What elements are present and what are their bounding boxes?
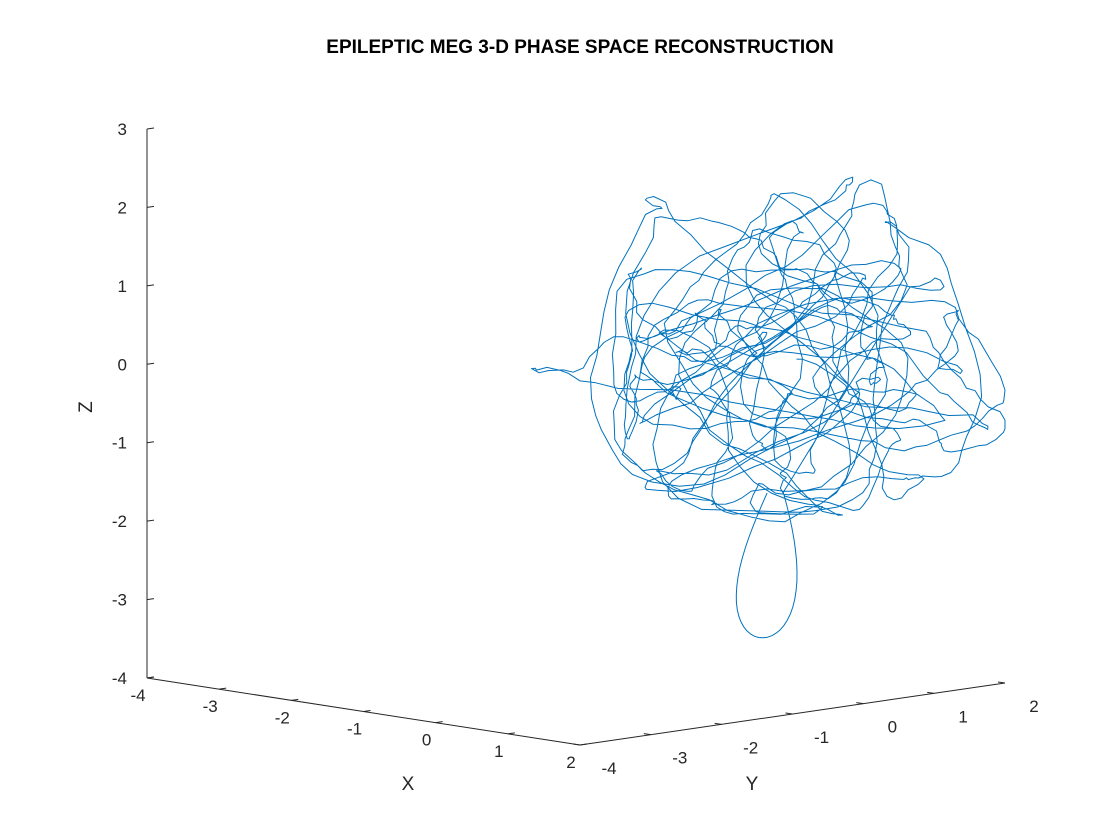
z-tick-label: 2 xyxy=(118,198,127,217)
y-tick-label: -4 xyxy=(601,759,616,778)
y-axis-label: Y xyxy=(746,774,759,795)
y-tick-label: -1 xyxy=(814,728,829,747)
z-tick-mark xyxy=(146,598,155,601)
z-tick-mark xyxy=(146,284,155,287)
y-tick-mark xyxy=(997,681,1006,684)
y-tick-mark xyxy=(714,722,722,725)
z-tick-label: -4 xyxy=(112,669,127,688)
x-axis-label: X xyxy=(402,774,415,795)
y-tick-mark xyxy=(856,702,864,705)
y-tick-label: 1 xyxy=(958,707,967,726)
z-tick-label: -3 xyxy=(112,591,127,610)
y-tick-mark xyxy=(927,691,935,694)
x-tick-mark xyxy=(291,698,299,701)
x-tick-label: 1 xyxy=(494,742,503,761)
z-tick-label: 3 xyxy=(118,120,127,139)
z-tick-mark xyxy=(146,205,155,208)
y-tick-mark xyxy=(785,712,793,715)
x-tick-mark xyxy=(363,710,371,712)
z-tick-mark xyxy=(146,519,155,522)
z-axis-label: Z xyxy=(76,401,97,413)
y-tick-label: -2 xyxy=(743,738,758,757)
z-tick-mark xyxy=(146,362,155,365)
x-tick-label: -4 xyxy=(130,686,145,705)
y-tick-mark xyxy=(572,743,581,746)
z-tick-label: 0 xyxy=(118,355,127,374)
z-tick-label: 1 xyxy=(118,277,127,296)
z-tick-mark xyxy=(146,676,155,679)
trajectory-line xyxy=(531,176,1006,639)
x-tick-label: -2 xyxy=(275,708,290,727)
x-tick-label: -3 xyxy=(203,697,218,716)
chart-title: EPILEPTIC MEG 3-D PHASE SPACE RECONSTRUC… xyxy=(326,37,833,58)
x-tick-mark xyxy=(435,721,443,724)
z-tick-mark xyxy=(146,127,155,130)
x-tick-mark xyxy=(219,687,227,690)
x-tick-label: 0 xyxy=(422,731,431,750)
y-tick-mark xyxy=(643,733,651,736)
z-tick-label: -1 xyxy=(112,434,127,453)
x-tick-label: 2 xyxy=(566,753,575,772)
x-tick-label: -1 xyxy=(347,720,362,739)
x-tick-mark xyxy=(579,743,588,746)
y-tick-label: 2 xyxy=(1029,697,1038,716)
x-tick-mark xyxy=(507,732,515,735)
ticks-group: -4 -3 -2 -1 0 1 2 -4 -3 -2 -1 0 1 2 -4 -3 -2 -1 0 1 2 3 xyxy=(112,120,1039,778)
z-tick-label: -2 xyxy=(112,512,127,531)
y-tick-label: 0 xyxy=(888,718,897,737)
plot-area xyxy=(531,176,1006,639)
y-tick-label: -3 xyxy=(672,749,687,768)
z-tick-mark xyxy=(146,441,155,444)
